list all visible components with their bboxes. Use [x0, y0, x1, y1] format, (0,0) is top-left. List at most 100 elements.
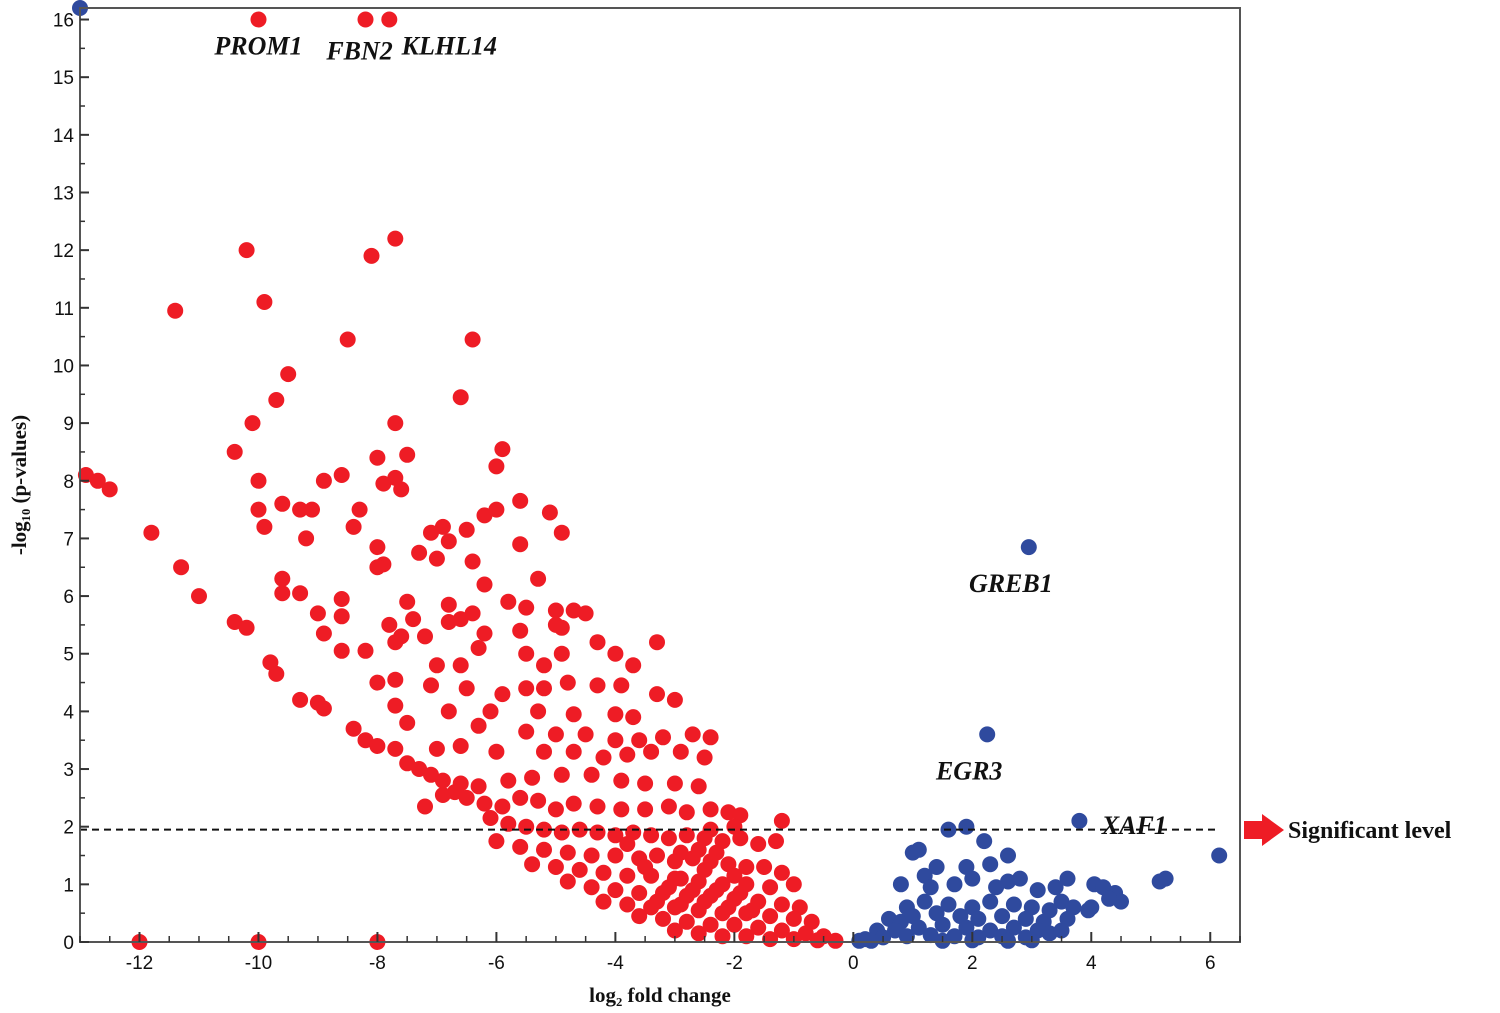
data-point	[660, 798, 677, 815]
data-point	[678, 827, 695, 844]
data-point	[488, 833, 505, 850]
data-point	[762, 931, 779, 948]
data-point	[571, 821, 588, 838]
data-point	[304, 501, 320, 518]
data-point	[387, 671, 404, 688]
data-point	[1017, 910, 1034, 927]
data-point	[982, 856, 999, 873]
data-point	[964, 870, 981, 887]
data-point	[678, 913, 695, 930]
data-point	[411, 761, 428, 777]
data-point	[298, 530, 315, 547]
data-point	[494, 798, 511, 815]
data-point	[1059, 870, 1076, 887]
data-point	[773, 812, 790, 829]
data-point	[1053, 893, 1070, 910]
data-point	[898, 928, 915, 945]
data-point	[607, 827, 624, 844]
data-point	[500, 772, 517, 789]
data-point	[339, 331, 356, 348]
data-point	[381, 11, 398, 28]
data-point	[315, 472, 332, 489]
data-point	[333, 642, 350, 659]
data-point	[494, 441, 511, 458]
significance-label: Significant level	[1288, 818, 1452, 844]
data-point	[773, 922, 790, 939]
data-point	[553, 524, 570, 541]
x-tick-label: -2	[726, 953, 743, 974]
data-point	[476, 625, 493, 642]
data-point	[553, 645, 570, 662]
data-point	[440, 614, 457, 630]
data-point	[345, 518, 362, 535]
data-point	[238, 242, 255, 259]
data-point	[333, 591, 350, 607]
data-point	[708, 844, 725, 861]
data-point	[666, 691, 683, 708]
data-point	[690, 778, 707, 795]
data-point	[423, 766, 439, 783]
data-point	[530, 792, 547, 809]
data-point	[524, 769, 541, 786]
data-point	[387, 697, 404, 714]
data-point	[750, 919, 767, 936]
data-point	[684, 726, 701, 743]
data-point	[351, 501, 368, 518]
gene-label-greb1: GREB1	[969, 569, 1053, 598]
data-point	[595, 864, 612, 881]
data-point	[714, 928, 731, 945]
data-point	[452, 657, 469, 674]
x-axis-title: log₂ fold change	[589, 983, 731, 1007]
data-point	[387, 740, 404, 757]
data-point	[607, 847, 624, 864]
data-point	[910, 841, 927, 858]
data-point	[690, 925, 707, 942]
data-point	[607, 732, 624, 749]
data-point	[827, 932, 844, 949]
data-point	[428, 657, 445, 674]
data-point	[553, 824, 570, 841]
data-point	[649, 893, 665, 910]
data-point	[250, 11, 267, 28]
data-point	[399, 714, 416, 731]
data-point	[637, 775, 654, 792]
data-point	[684, 882, 701, 899]
x-tick-label: -6	[488, 953, 505, 974]
data-point	[476, 795, 493, 812]
data-point	[143, 524, 160, 541]
data-point	[482, 703, 499, 720]
y-tick-label: 16	[53, 11, 74, 32]
data-point	[892, 876, 909, 893]
data-point	[583, 766, 600, 783]
data-point	[89, 472, 106, 489]
data-point	[488, 458, 505, 475]
data-point	[577, 726, 594, 743]
data-point	[512, 492, 529, 509]
data-point	[607, 706, 624, 723]
data-point	[773, 896, 790, 913]
data-point	[381, 616, 398, 633]
data-point	[559, 844, 576, 861]
data-point	[1053, 922, 1070, 939]
data-point	[518, 680, 535, 697]
data-point	[1080, 902, 1097, 919]
data-point	[649, 634, 665, 651]
data-point	[292, 585, 309, 602]
data-point	[696, 893, 713, 910]
data-point	[940, 896, 957, 913]
data-point	[512, 622, 529, 639]
data-point	[387, 230, 404, 247]
data-point	[619, 836, 636, 852]
data-point	[345, 720, 362, 737]
y-tick-label: 3	[63, 760, 74, 781]
data-point	[559, 674, 576, 691]
data-point	[1071, 812, 1088, 829]
data-point	[690, 841, 707, 858]
data-point	[512, 536, 529, 553]
data-point	[547, 801, 564, 818]
data-point	[191, 588, 207, 605]
y-tick-label: 14	[53, 126, 75, 147]
data-point	[625, 657, 642, 674]
data-point	[994, 908, 1011, 925]
